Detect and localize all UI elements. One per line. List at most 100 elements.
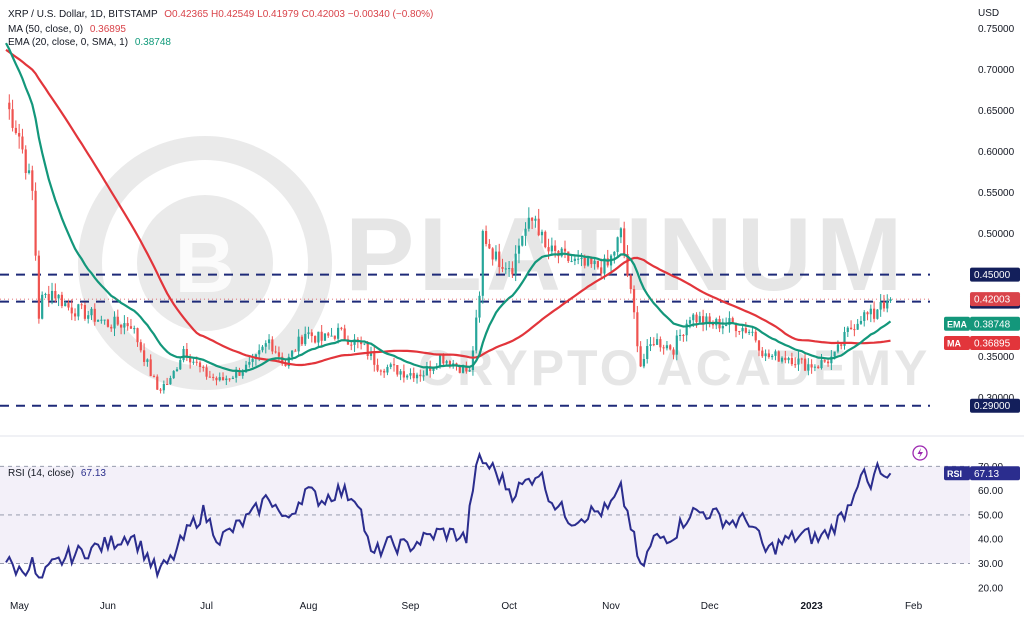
candle-body	[577, 258, 580, 260]
candle-body	[826, 361, 830, 364]
candle-body	[560, 248, 563, 257]
candle-body	[501, 267, 504, 269]
candle-body	[757, 340, 761, 351]
candle-body	[524, 228, 527, 236]
candle-body	[807, 364, 810, 371]
symbol-title: XRP / U.S. Dollar, 1D, BITSTAMP	[8, 9, 158, 20]
candle-body	[80, 304, 83, 306]
time-tick-label: Nov	[602, 601, 620, 612]
candle-body	[185, 348, 188, 358]
candle-body	[143, 350, 146, 362]
candle-body	[461, 365, 465, 373]
level-label: 0.45000	[974, 270, 1011, 281]
ma-legend-value: 0.36895	[89, 24, 126, 35]
candle-body	[554, 245, 557, 251]
candle-body	[208, 376, 211, 378]
candle-body	[327, 333, 330, 336]
candle-body	[731, 318, 734, 323]
candle-body	[323, 333, 327, 341]
candle-body	[744, 328, 747, 333]
candle-body	[106, 319, 110, 327]
candle-body	[540, 231, 544, 236]
candle-body	[639, 346, 642, 367]
candle-body	[333, 335, 336, 339]
candle-body	[47, 293, 50, 301]
candle-body	[655, 339, 659, 345]
candle-body	[383, 370, 386, 373]
candle-body	[152, 376, 156, 378]
candle-body	[399, 371, 402, 375]
candle-body	[790, 357, 793, 365]
alert-icon[interactable]	[912, 445, 928, 461]
candle-body	[475, 317, 478, 351]
candle-body	[698, 316, 701, 323]
candle-body	[471, 350, 475, 371]
candle-body	[136, 328, 139, 343]
candle-body	[422, 375, 425, 377]
candle-body	[133, 328, 136, 330]
rsi-legend: RSI (14, close) 67.13	[8, 468, 106, 480]
candle-body	[340, 327, 343, 329]
candle-body	[248, 361, 251, 365]
candle-body	[833, 351, 836, 357]
candle-body	[547, 247, 550, 252]
candle-body	[748, 331, 751, 333]
indicator-tag-bg	[944, 335, 970, 350]
ema-legend: EMA (20, close, 0, SMA, 1) 0.38748	[8, 37, 171, 49]
candle-body	[376, 364, 379, 371]
candle-body	[11, 109, 14, 128]
candle-body	[34, 190, 37, 256]
candle-body	[123, 323, 126, 328]
candle-body	[521, 235, 524, 246]
candle-body	[162, 384, 165, 391]
candle-body	[491, 248, 494, 260]
indicator-value-bg	[970, 335, 1020, 350]
candle-body	[872, 308, 876, 319]
price-tick-label: 0.55000	[978, 188, 1015, 199]
candle-body	[856, 323, 859, 330]
candle-body	[379, 370, 382, 372]
candle-body	[100, 319, 103, 321]
indicator-value: 0.38748	[974, 319, 1011, 330]
candle-body	[284, 363, 287, 367]
candle-body	[264, 343, 267, 347]
candle-body	[392, 364, 396, 366]
candle-body	[889, 299, 892, 301]
candle-body	[708, 316, 711, 323]
candle-body	[77, 304, 80, 317]
candle-body	[478, 295, 481, 318]
candle-body	[271, 339, 274, 352]
candle-body	[409, 373, 412, 376]
candle-body	[290, 350, 294, 357]
candle-body	[281, 356, 284, 364]
candle-body	[419, 374, 422, 377]
candle-body	[665, 345, 669, 349]
candle-body	[129, 326, 133, 329]
price-tick-label: 0.50000	[978, 229, 1015, 240]
candle-body	[886, 300, 889, 309]
candle-body	[738, 331, 741, 333]
candle-body	[751, 331, 754, 333]
candle-body	[310, 332, 313, 337]
ma-legend-label: MA (50, close, 0)	[8, 24, 84, 35]
candle-body	[741, 328, 744, 332]
candle-body	[771, 355, 774, 358]
indicator-value: 0.36895	[974, 338, 1011, 349]
candle-body	[41, 294, 44, 319]
candle-body	[573, 258, 576, 261]
candle-body	[646, 346, 649, 360]
rsi-tick-label: 20.00	[978, 583, 1003, 594]
candle-body	[149, 359, 152, 377]
candle-body	[787, 357, 790, 361]
candlestick-series	[8, 94, 892, 394]
time-tick-label: Dec	[701, 601, 719, 612]
candle-body	[175, 369, 179, 372]
candle-body	[330, 335, 333, 337]
watermark-logo-letter: B	[175, 216, 236, 310]
candle-body	[64, 303, 67, 307]
candle-body	[508, 268, 511, 270]
candle-body	[231, 377, 234, 380]
watermark-coin	[137, 195, 273, 331]
candle-body	[836, 344, 840, 352]
